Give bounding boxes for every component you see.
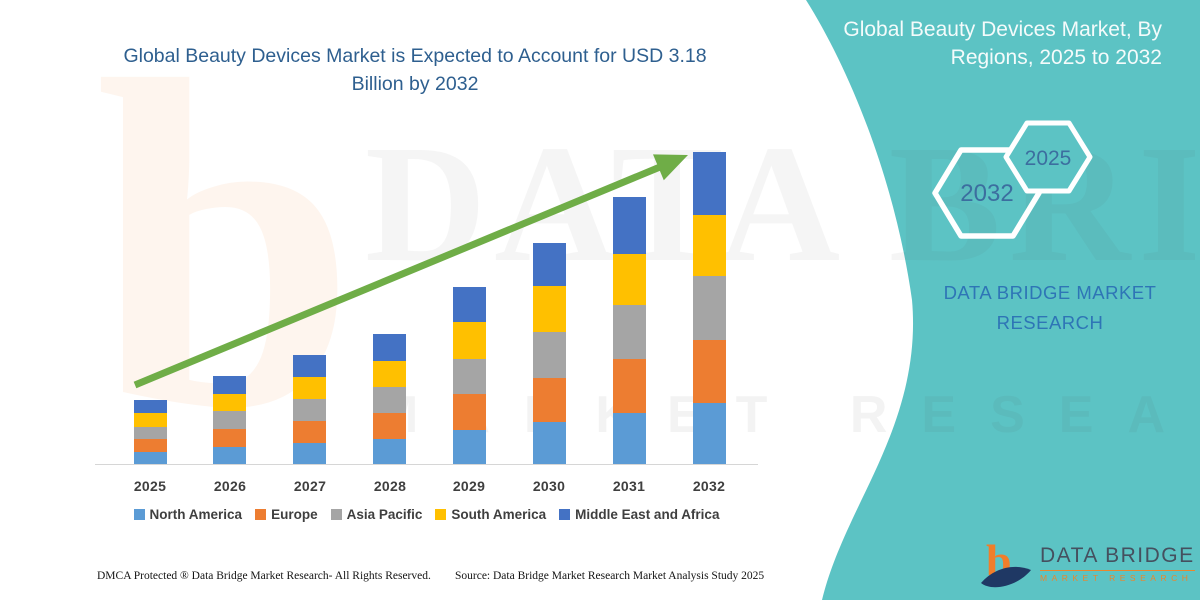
hexagon-2032-label: 2032 — [960, 180, 1013, 207]
x-axis-label: 2025 — [133, 478, 167, 494]
panel-title: Global Beauty Devices Market, By Regions… — [843, 18, 1162, 70]
logo-text: DATA BRIDGE MARKET RESEARCH — [1040, 544, 1195, 583]
bar-segment — [693, 340, 726, 403]
logo-brand-name: DATA BRIDGE — [1040, 544, 1195, 571]
bar-segment — [613, 197, 646, 254]
x-axis-label: 2026 — [213, 478, 247, 494]
legend-swatch — [330, 509, 342, 520]
bar-segment — [453, 322, 486, 359]
x-axis-label: 2027 — [293, 478, 327, 494]
bar-segment — [613, 305, 646, 359]
legend-swatch — [255, 509, 267, 520]
logo-b-icon: b — [981, 536, 1031, 588]
hexagon-2025 — [1003, 120, 1093, 194]
bar-segment — [373, 334, 406, 361]
bar-segment — [213, 429, 246, 447]
legend-item: North America — [133, 507, 243, 522]
legend-label: South America — [451, 507, 547, 522]
bar-segment — [213, 411, 246, 429]
bar-segment — [693, 215, 726, 276]
legend-label: Europe — [271, 507, 318, 522]
panel-brand-text: DATA BRIDGE MARKET RESEARCH — [943, 282, 1157, 333]
bar-segment — [693, 276, 726, 340]
logo-sub-name: MARKET RESEARCH — [1040, 572, 1193, 583]
bar-segment — [293, 399, 326, 421]
bar-segment — [613, 254, 646, 305]
bar-segment — [293, 355, 326, 377]
bar-segment — [213, 376, 246, 394]
legend-label: Asia Pacific — [346, 507, 423, 522]
bar-segment — [533, 332, 566, 378]
x-axis-label: 2029 — [452, 478, 486, 494]
bar-segment — [373, 439, 406, 465]
bar-segment — [693, 152, 726, 215]
x-axis-label: 2028 — [373, 478, 407, 494]
bar-segment — [533, 286, 566, 332]
x-axis-line — [95, 464, 758, 465]
bar-segment — [134, 452, 167, 465]
legend-item: South America — [435, 507, 546, 522]
bar-segment — [134, 427, 167, 439]
bar-segment — [453, 430, 486, 465]
bar-segment — [293, 443, 326, 465]
hexagon-2025-label: 2025 — [1025, 147, 1072, 170]
bar-segment — [693, 403, 726, 465]
bar-segment — [613, 359, 646, 413]
bar-segment — [373, 413, 406, 439]
legend-item: Europe — [255, 507, 318, 522]
bar-segment — [453, 359, 486, 394]
legend-swatch — [435, 509, 447, 520]
bar-segment — [533, 378, 566, 422]
data-bridge-logo: b DATA BRIDGE MARKET RESEARCH — [980, 536, 1195, 590]
chart-legend: North America Europe Asia Pacific South Ame… — [95, 507, 758, 522]
bar-segment — [613, 413, 646, 465]
year-hexagons: 2032 2025 — [932, 120, 1093, 239]
legend-label: Middle East and Africa — [575, 507, 720, 522]
x-axis-label: 2032 — [692, 478, 726, 494]
legend-item: Middle East and Africa — [559, 507, 719, 522]
bar-segment — [533, 422, 566, 465]
legend-item: Asia Pacific — [330, 507, 423, 522]
legend-swatch — [559, 509, 571, 520]
footer-dmca-text: DMCA Protected ® Data Bridge Market Rese… — [97, 570, 431, 582]
bar-segment — [213, 447, 246, 465]
bar-segment — [453, 287, 486, 322]
x-axis-label: 2031 — [612, 478, 646, 494]
x-axis-label: 2030 — [532, 478, 566, 494]
bar-segment — [373, 361, 406, 387]
bar-segment — [373, 387, 406, 413]
footer-source-text: Source: Data Bridge Market Research Mark… — [455, 570, 765, 582]
chart-title: Global Beauty Devices Market is Expected… — [123, 45, 707, 96]
legend-swatch — [133, 509, 145, 520]
bar-segment — [134, 413, 167, 427]
bar-segment — [533, 243, 566, 286]
bar-segment — [213, 394, 246, 411]
watermark-market-research: MARKET RESEARCH — [375, 386, 1195, 444]
bar-segment — [293, 377, 326, 399]
bar-segment — [134, 439, 167, 452]
legend-label: North America — [149, 507, 243, 522]
bar-segment — [453, 394, 486, 430]
bar-segment — [293, 421, 326, 443]
bar-segment — [134, 400, 167, 413]
